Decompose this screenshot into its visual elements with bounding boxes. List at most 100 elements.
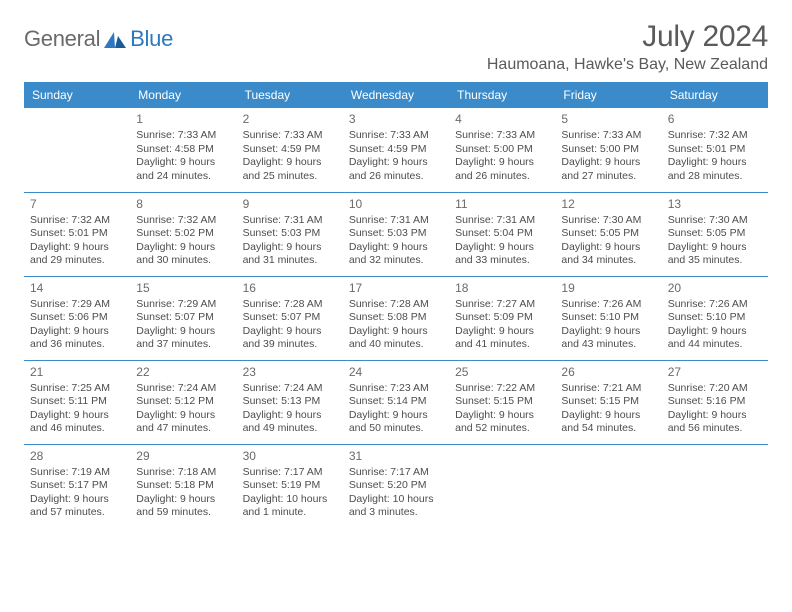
day-number: 2 [243,112,337,127]
sunset-text: Sunset: 5:20 PM [349,479,443,492]
day-number: 8 [136,197,230,212]
sunset-text: Sunset: 4:58 PM [136,143,230,156]
sunrise-text: Sunrise: 7:28 AM [349,298,443,311]
daylight-text: Daylight: 9 hours [136,409,230,422]
calendar-cell: 27Sunrise: 7:20 AMSunset: 5:16 PMDayligh… [662,360,768,444]
calendar-cell-blank [24,108,130,192]
daylight-text: and 40 minutes. [349,338,443,351]
daylight-text: and 33 minutes. [455,254,549,267]
sunset-text: Sunset: 5:01 PM [668,143,762,156]
logo: General Blue [24,26,173,52]
day-number: 18 [455,281,549,296]
day-number: 4 [455,112,549,127]
sunset-text: Sunset: 5:10 PM [668,311,762,324]
calendar-row: 21Sunrise: 7:25 AMSunset: 5:11 PMDayligh… [24,360,768,444]
daylight-text: and 39 minutes. [243,338,337,351]
calendar-row: 28Sunrise: 7:19 AMSunset: 5:17 PMDayligh… [24,444,768,528]
daylight-text: Daylight: 9 hours [561,409,655,422]
daylight-text: and 24 minutes. [136,170,230,183]
daylight-text: Daylight: 9 hours [349,241,443,254]
sunrise-text: Sunrise: 7:32 AM [136,214,230,227]
day-number: 17 [349,281,443,296]
day-number: 14 [30,281,124,296]
sunrise-text: Sunrise: 7:33 AM [136,129,230,142]
sunrise-text: Sunrise: 7:17 AM [349,466,443,479]
calendar-cell: 19Sunrise: 7:26 AMSunset: 5:10 PMDayligh… [555,276,661,360]
daylight-text: Daylight: 9 hours [349,156,443,169]
sunset-text: Sunset: 5:10 PM [561,311,655,324]
sunset-text: Sunset: 5:09 PM [455,311,549,324]
calendar-row: 14Sunrise: 7:29 AMSunset: 5:06 PMDayligh… [24,276,768,360]
day-header: Saturday [662,82,768,108]
daylight-text: Daylight: 9 hours [30,409,124,422]
sunrise-text: Sunrise: 7:31 AM [455,214,549,227]
daylight-text: and 50 minutes. [349,422,443,435]
calendar-cell: 6Sunrise: 7:32 AMSunset: 5:01 PMDaylight… [662,108,768,192]
day-number: 7 [30,197,124,212]
sunrise-text: Sunrise: 7:30 AM [668,214,762,227]
calendar-cell: 22Sunrise: 7:24 AMSunset: 5:12 PMDayligh… [130,360,236,444]
calendar-cell: 10Sunrise: 7:31 AMSunset: 5:03 PMDayligh… [343,192,449,276]
daylight-text: and 35 minutes. [668,254,762,267]
daylight-text: and 56 minutes. [668,422,762,435]
calendar-cell: 7Sunrise: 7:32 AMSunset: 5:01 PMDaylight… [24,192,130,276]
day-number: 3 [349,112,443,127]
daylight-text: and 47 minutes. [136,422,230,435]
calendar-table: SundayMondayTuesdayWednesdayThursdayFrid… [24,82,768,528]
daylight-text: Daylight: 9 hours [30,325,124,338]
sunset-text: Sunset: 5:01 PM [30,227,124,240]
daylight-text: Daylight: 9 hours [136,241,230,254]
day-header: Wednesday [343,82,449,108]
calendar-cell: 31Sunrise: 7:17 AMSunset: 5:20 PMDayligh… [343,444,449,528]
day-number: 1 [136,112,230,127]
sunset-text: Sunset: 5:19 PM [243,479,337,492]
sunset-text: Sunset: 5:00 PM [561,143,655,156]
calendar-cell: 5Sunrise: 7:33 AMSunset: 5:00 PMDaylight… [555,108,661,192]
daylight-text: Daylight: 9 hours [561,325,655,338]
day-number: 24 [349,365,443,380]
daylight-text: and 28 minutes. [668,170,762,183]
day-number: 29 [136,449,230,464]
sunrise-text: Sunrise: 7:33 AM [243,129,337,142]
day-number: 19 [561,281,655,296]
sunrise-text: Sunrise: 7:24 AM [136,382,230,395]
daylight-text: Daylight: 9 hours [243,325,337,338]
daylight-text: and 25 minutes. [243,170,337,183]
calendar-cell: 21Sunrise: 7:25 AMSunset: 5:11 PMDayligh… [24,360,130,444]
daylight-text: and 59 minutes. [136,506,230,519]
daylight-text: Daylight: 9 hours [455,325,549,338]
day-number: 12 [561,197,655,212]
daylight-text: and 3 minutes. [349,506,443,519]
daylight-text: Daylight: 10 hours [243,493,337,506]
day-number: 10 [349,197,443,212]
day-number: 30 [243,449,337,464]
sunrise-text: Sunrise: 7:25 AM [30,382,124,395]
daylight-text: Daylight: 9 hours [668,325,762,338]
calendar-cell: 18Sunrise: 7:27 AMSunset: 5:09 PMDayligh… [449,276,555,360]
sunrise-text: Sunrise: 7:33 AM [455,129,549,142]
day-number: 25 [455,365,549,380]
day-number: 16 [243,281,337,296]
sunset-text: Sunset: 5:14 PM [349,395,443,408]
sunrise-text: Sunrise: 7:21 AM [561,382,655,395]
daylight-text: Daylight: 9 hours [136,156,230,169]
day-number: 9 [243,197,337,212]
daylight-text: Daylight: 9 hours [668,156,762,169]
calendar-cell: 14Sunrise: 7:29 AMSunset: 5:06 PMDayligh… [24,276,130,360]
sunset-text: Sunset: 5:05 PM [561,227,655,240]
day-number: 20 [668,281,762,296]
calendar-cell: 16Sunrise: 7:28 AMSunset: 5:07 PMDayligh… [237,276,343,360]
daylight-text: Daylight: 9 hours [243,241,337,254]
logo-text-blue: Blue [130,26,173,51]
calendar-body: 1Sunrise: 7:33 AMSunset: 4:58 PMDaylight… [24,108,768,528]
calendar-cell: 23Sunrise: 7:24 AMSunset: 5:13 PMDayligh… [237,360,343,444]
sunset-text: Sunset: 5:15 PM [455,395,549,408]
calendar-cell: 17Sunrise: 7:28 AMSunset: 5:08 PMDayligh… [343,276,449,360]
sunset-text: Sunset: 5:18 PM [136,479,230,492]
calendar-cell: 13Sunrise: 7:30 AMSunset: 5:05 PMDayligh… [662,192,768,276]
daylight-text: Daylight: 10 hours [349,493,443,506]
sunrise-text: Sunrise: 7:20 AM [668,382,762,395]
day-number: 28 [30,449,124,464]
day-header: Tuesday [237,82,343,108]
daylight-text: Daylight: 9 hours [243,156,337,169]
